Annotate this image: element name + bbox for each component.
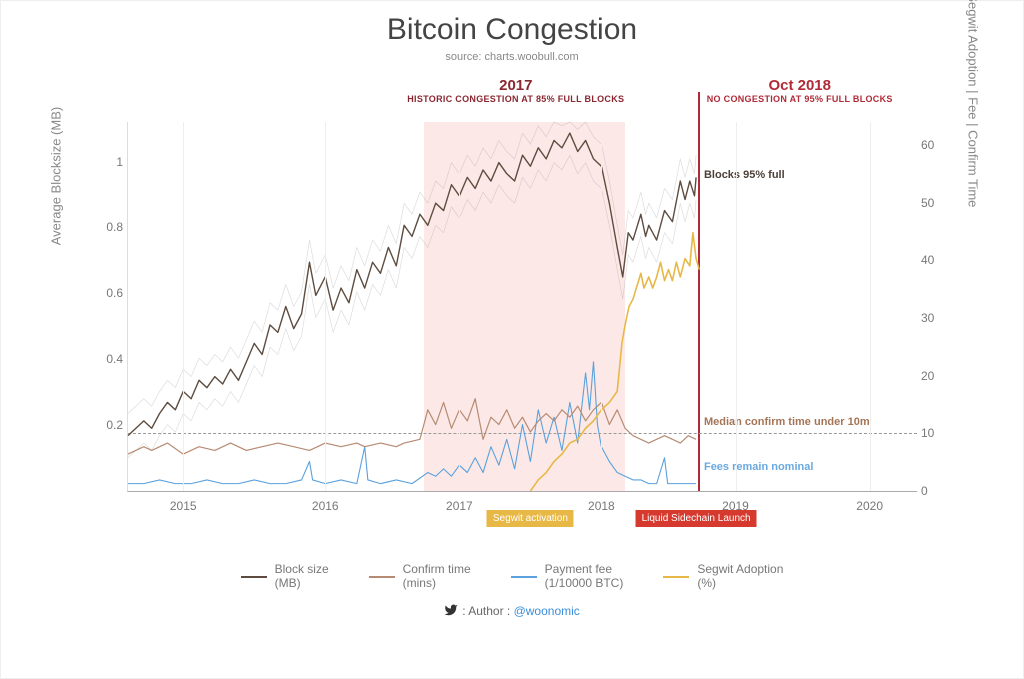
series-shadow — [128, 155, 696, 458]
legend-label: Segwit Adoption(%) — [697, 563, 783, 591]
plot-region: Average Blocksize (MB) Segwit Adoption |… — [127, 122, 917, 492]
legend-swatch — [241, 576, 267, 578]
y-left-tick: 0.6 — [93, 286, 123, 300]
y-right-tick: 0 — [921, 484, 949, 498]
series-confirm-time — [128, 399, 696, 454]
x-tick: 2017 — [446, 499, 473, 513]
annotation-2017-sub: HISTORIC CONGESTION AT 85% FULL BLOCKS — [407, 94, 624, 104]
y-right-tick: 30 — [921, 311, 949, 325]
x-tick: 2018 — [588, 499, 615, 513]
y-right-tick: 10 — [921, 426, 949, 440]
y-left-tick: 0.4 — [93, 352, 123, 366]
legend-swatch — [511, 576, 537, 578]
y-axis-right-label: Segwit Adoption | Fee | Confirm Time — [966, 0, 981, 207]
x-tick: 2020 — [856, 499, 883, 513]
legend-item: Segwit Adoption(%) — [663, 563, 783, 591]
y-left-tick: 1 — [93, 155, 123, 169]
y-right-tick: 60 — [921, 138, 949, 152]
callout-fees-nominal: Fees remain nominal — [704, 461, 813, 473]
legend-label: Payment fee(1/10000 BTC) — [545, 563, 624, 591]
x-tick: 2019 — [722, 499, 749, 513]
annotation-2017-title: 2017 — [407, 77, 624, 94]
legend-swatch — [369, 576, 395, 578]
x-gridline — [325, 122, 326, 491]
y-right-tick: 20 — [921, 369, 949, 383]
x-tick: 2016 — [312, 499, 339, 513]
y-right-tick: 50 — [921, 196, 949, 210]
series-segwit — [530, 233, 699, 491]
legend: Block size(MB) Confirm time(mins) Payment … — [7, 563, 1017, 591]
attribution-link[interactable]: @woonomic — [514, 604, 580, 618]
badge-segwit-activation: Segwit activation — [487, 510, 574, 527]
attribution: : Author : @woonomic — [7, 603, 1017, 620]
attribution-prefix: : Author : — [462, 604, 510, 618]
chart-subtitle: source: charts.woobull.com — [7, 51, 1017, 63]
x-tick: 2015 — [170, 499, 197, 513]
legend-label: Confirm time(mins) — [403, 563, 471, 591]
x-gridline — [601, 122, 602, 491]
legend-label: Block size(MB) — [275, 563, 329, 591]
legend-item: Payment fee(1/10000 BTC) — [511, 563, 624, 591]
x-gridline — [459, 122, 460, 491]
chart-title: Bitcoin Congestion — [7, 13, 1017, 47]
annotation-oct2018-sub: NO CONGESTION AT 95% FULL BLOCKS — [707, 94, 893, 104]
annotation-2017: 2017 HISTORIC CONGESTION AT 85% FULL BLO… — [407, 77, 624, 104]
callout-median-confirm: Median confirm time under 10m — [704, 416, 870, 428]
legend-item: Block size(MB) — [241, 563, 329, 591]
chart-area: 2017 HISTORIC CONGESTION AT 85% FULL BLO… — [37, 77, 987, 547]
annotation-oct2018-title: Oct 2018 — [707, 77, 893, 94]
x-gridline — [870, 122, 871, 491]
chart-card: Bitcoin Congestion source: charts.woobul… — [0, 0, 1024, 679]
twitter-icon — [444, 603, 458, 620]
legend-swatch — [663, 576, 689, 578]
y-right-tick: 40 — [921, 253, 949, 267]
series-block-size — [128, 133, 696, 436]
y-axis-left-label: Average Blocksize (MB) — [49, 106, 64, 244]
y-left-tick: 0.8 — [93, 220, 123, 234]
series-shadow — [128, 122, 696, 414]
legend-item: Confirm time(mins) — [369, 563, 471, 591]
series-svg — [128, 122, 917, 491]
x-gridline — [736, 122, 737, 491]
callout-blocks-full: Blocks 95% full — [704, 169, 785, 181]
x-gridline — [183, 122, 184, 491]
y-left-tick: 0.2 — [93, 418, 123, 432]
annotation-oct2018: Oct 2018 NO CONGESTION AT 95% FULL BLOCK… — [707, 77, 893, 104]
